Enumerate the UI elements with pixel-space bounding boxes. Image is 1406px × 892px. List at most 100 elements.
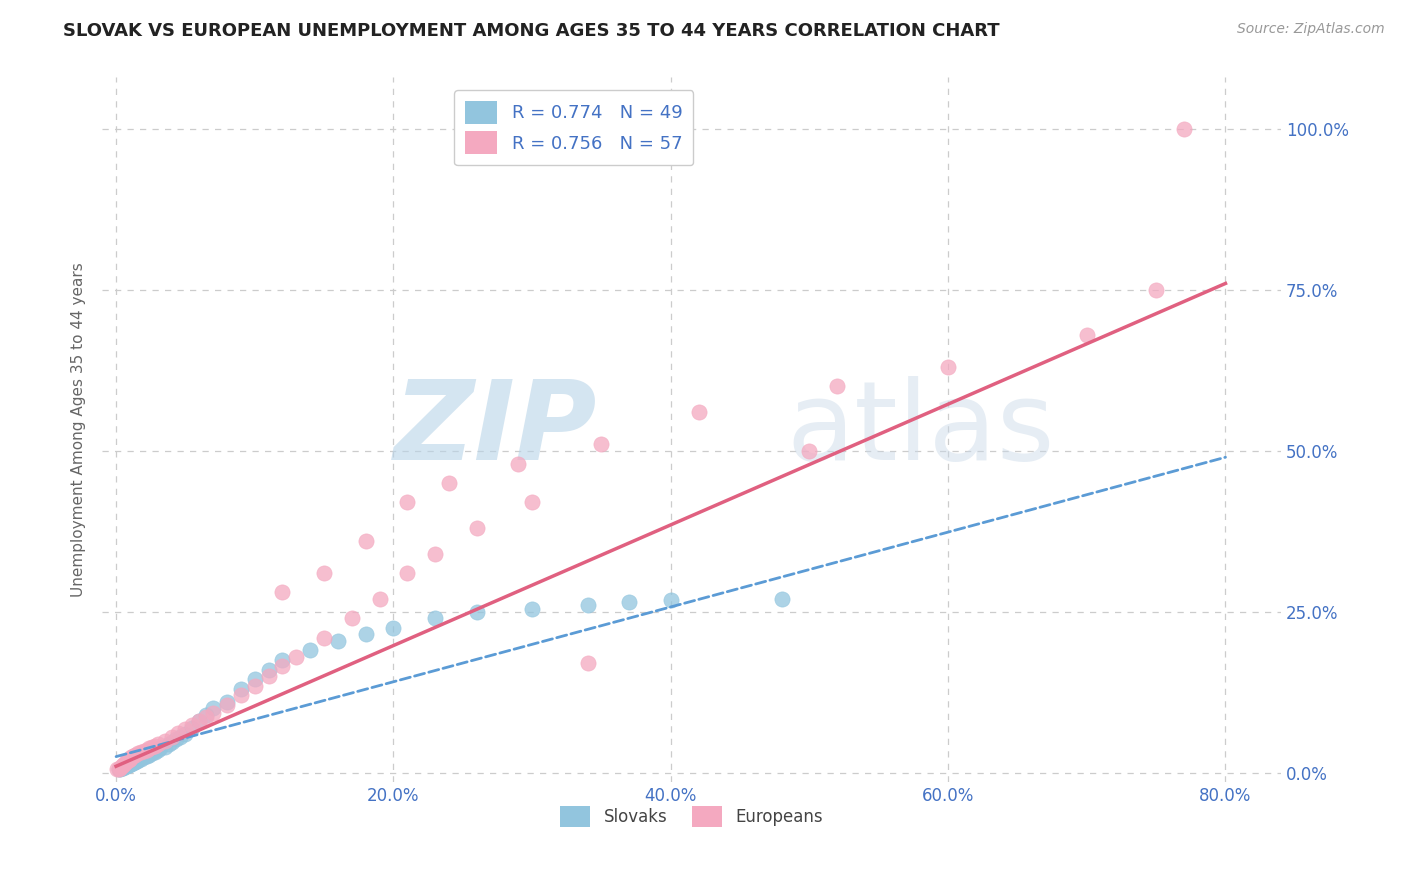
Point	[825, 379, 848, 393]
Point	[659, 593, 682, 607]
Point	[285, 649, 308, 664]
Point	[271, 585, 294, 599]
Point	[129, 751, 152, 765]
Point	[122, 756, 145, 770]
Point	[229, 681, 252, 696]
Point	[153, 733, 176, 747]
Point	[382, 621, 405, 635]
Point	[125, 754, 148, 768]
Text: SLOVAK VS EUROPEAN UNEMPLOYMENT AMONG AGES 35 TO 44 YEARS CORRELATION CHART: SLOVAK VS EUROPEAN UNEMPLOYMENT AMONG AG…	[63, 22, 1000, 40]
Point	[576, 599, 599, 613]
Point	[215, 695, 238, 709]
Point	[118, 757, 141, 772]
Point	[1173, 122, 1195, 136]
Point	[149, 741, 172, 756]
Point	[110, 760, 132, 774]
Point	[127, 753, 149, 767]
Point	[135, 748, 157, 763]
Point	[160, 730, 183, 744]
Point	[169, 730, 191, 744]
Point	[108, 763, 131, 777]
Point	[107, 763, 129, 777]
Point	[174, 722, 197, 736]
Point	[271, 653, 294, 667]
Legend: Slovaks, Europeans: Slovaks, Europeans	[554, 799, 830, 834]
Point	[202, 706, 225, 721]
Point	[243, 679, 266, 693]
Point	[112, 760, 135, 774]
Point	[121, 756, 143, 770]
Point	[423, 611, 446, 625]
Point	[520, 601, 543, 615]
Point	[124, 755, 146, 769]
Point	[120, 756, 142, 771]
Point	[195, 710, 218, 724]
Point	[591, 437, 613, 451]
Point	[243, 673, 266, 687]
Point	[617, 595, 640, 609]
Point	[354, 533, 377, 548]
Point	[143, 745, 166, 759]
Point	[138, 747, 160, 762]
Point	[143, 739, 166, 753]
Point	[936, 360, 959, 375]
Point	[129, 745, 152, 759]
Point	[396, 566, 419, 581]
Point	[799, 443, 821, 458]
Point	[138, 741, 160, 756]
Point	[115, 758, 138, 772]
Point	[117, 758, 139, 772]
Point	[111, 759, 134, 773]
Point	[314, 566, 336, 581]
Point	[326, 633, 349, 648]
Point	[368, 591, 391, 606]
Point	[257, 669, 280, 683]
Point	[146, 737, 169, 751]
Point	[120, 750, 142, 764]
Point	[215, 698, 238, 712]
Point	[465, 605, 488, 619]
Point	[124, 747, 146, 762]
Y-axis label: Unemployment Among Ages 35 to 44 years: Unemployment Among Ages 35 to 44 years	[72, 262, 86, 598]
Point	[188, 714, 211, 729]
Point	[271, 659, 294, 673]
Point	[299, 643, 322, 657]
Point	[112, 756, 135, 771]
Point	[141, 747, 163, 761]
Point	[202, 701, 225, 715]
Point	[770, 591, 793, 606]
Text: ZIP: ZIP	[394, 376, 598, 483]
Point	[108, 762, 131, 776]
Point	[181, 721, 204, 735]
Point	[160, 735, 183, 749]
Point	[437, 475, 460, 490]
Point	[167, 726, 190, 740]
Point	[354, 627, 377, 641]
Point	[174, 727, 197, 741]
Point	[114, 759, 136, 773]
Point	[127, 747, 149, 761]
Point	[132, 744, 155, 758]
Point	[153, 739, 176, 754]
Point	[111, 760, 134, 774]
Text: atlas: atlas	[786, 376, 1054, 483]
Point	[314, 631, 336, 645]
Point	[115, 754, 138, 768]
Point	[118, 751, 141, 765]
Point	[688, 405, 710, 419]
Point	[520, 495, 543, 509]
Point	[181, 718, 204, 732]
Text: Source: ZipAtlas.com: Source: ZipAtlas.com	[1237, 22, 1385, 37]
Point	[229, 689, 252, 703]
Point	[340, 611, 363, 625]
Point	[188, 714, 211, 729]
Point	[114, 756, 136, 770]
Point	[396, 495, 419, 509]
Point	[195, 707, 218, 722]
Point	[111, 758, 134, 772]
Point	[110, 762, 132, 776]
Point	[423, 547, 446, 561]
Point	[121, 748, 143, 763]
Point	[165, 732, 187, 747]
Point	[146, 743, 169, 757]
